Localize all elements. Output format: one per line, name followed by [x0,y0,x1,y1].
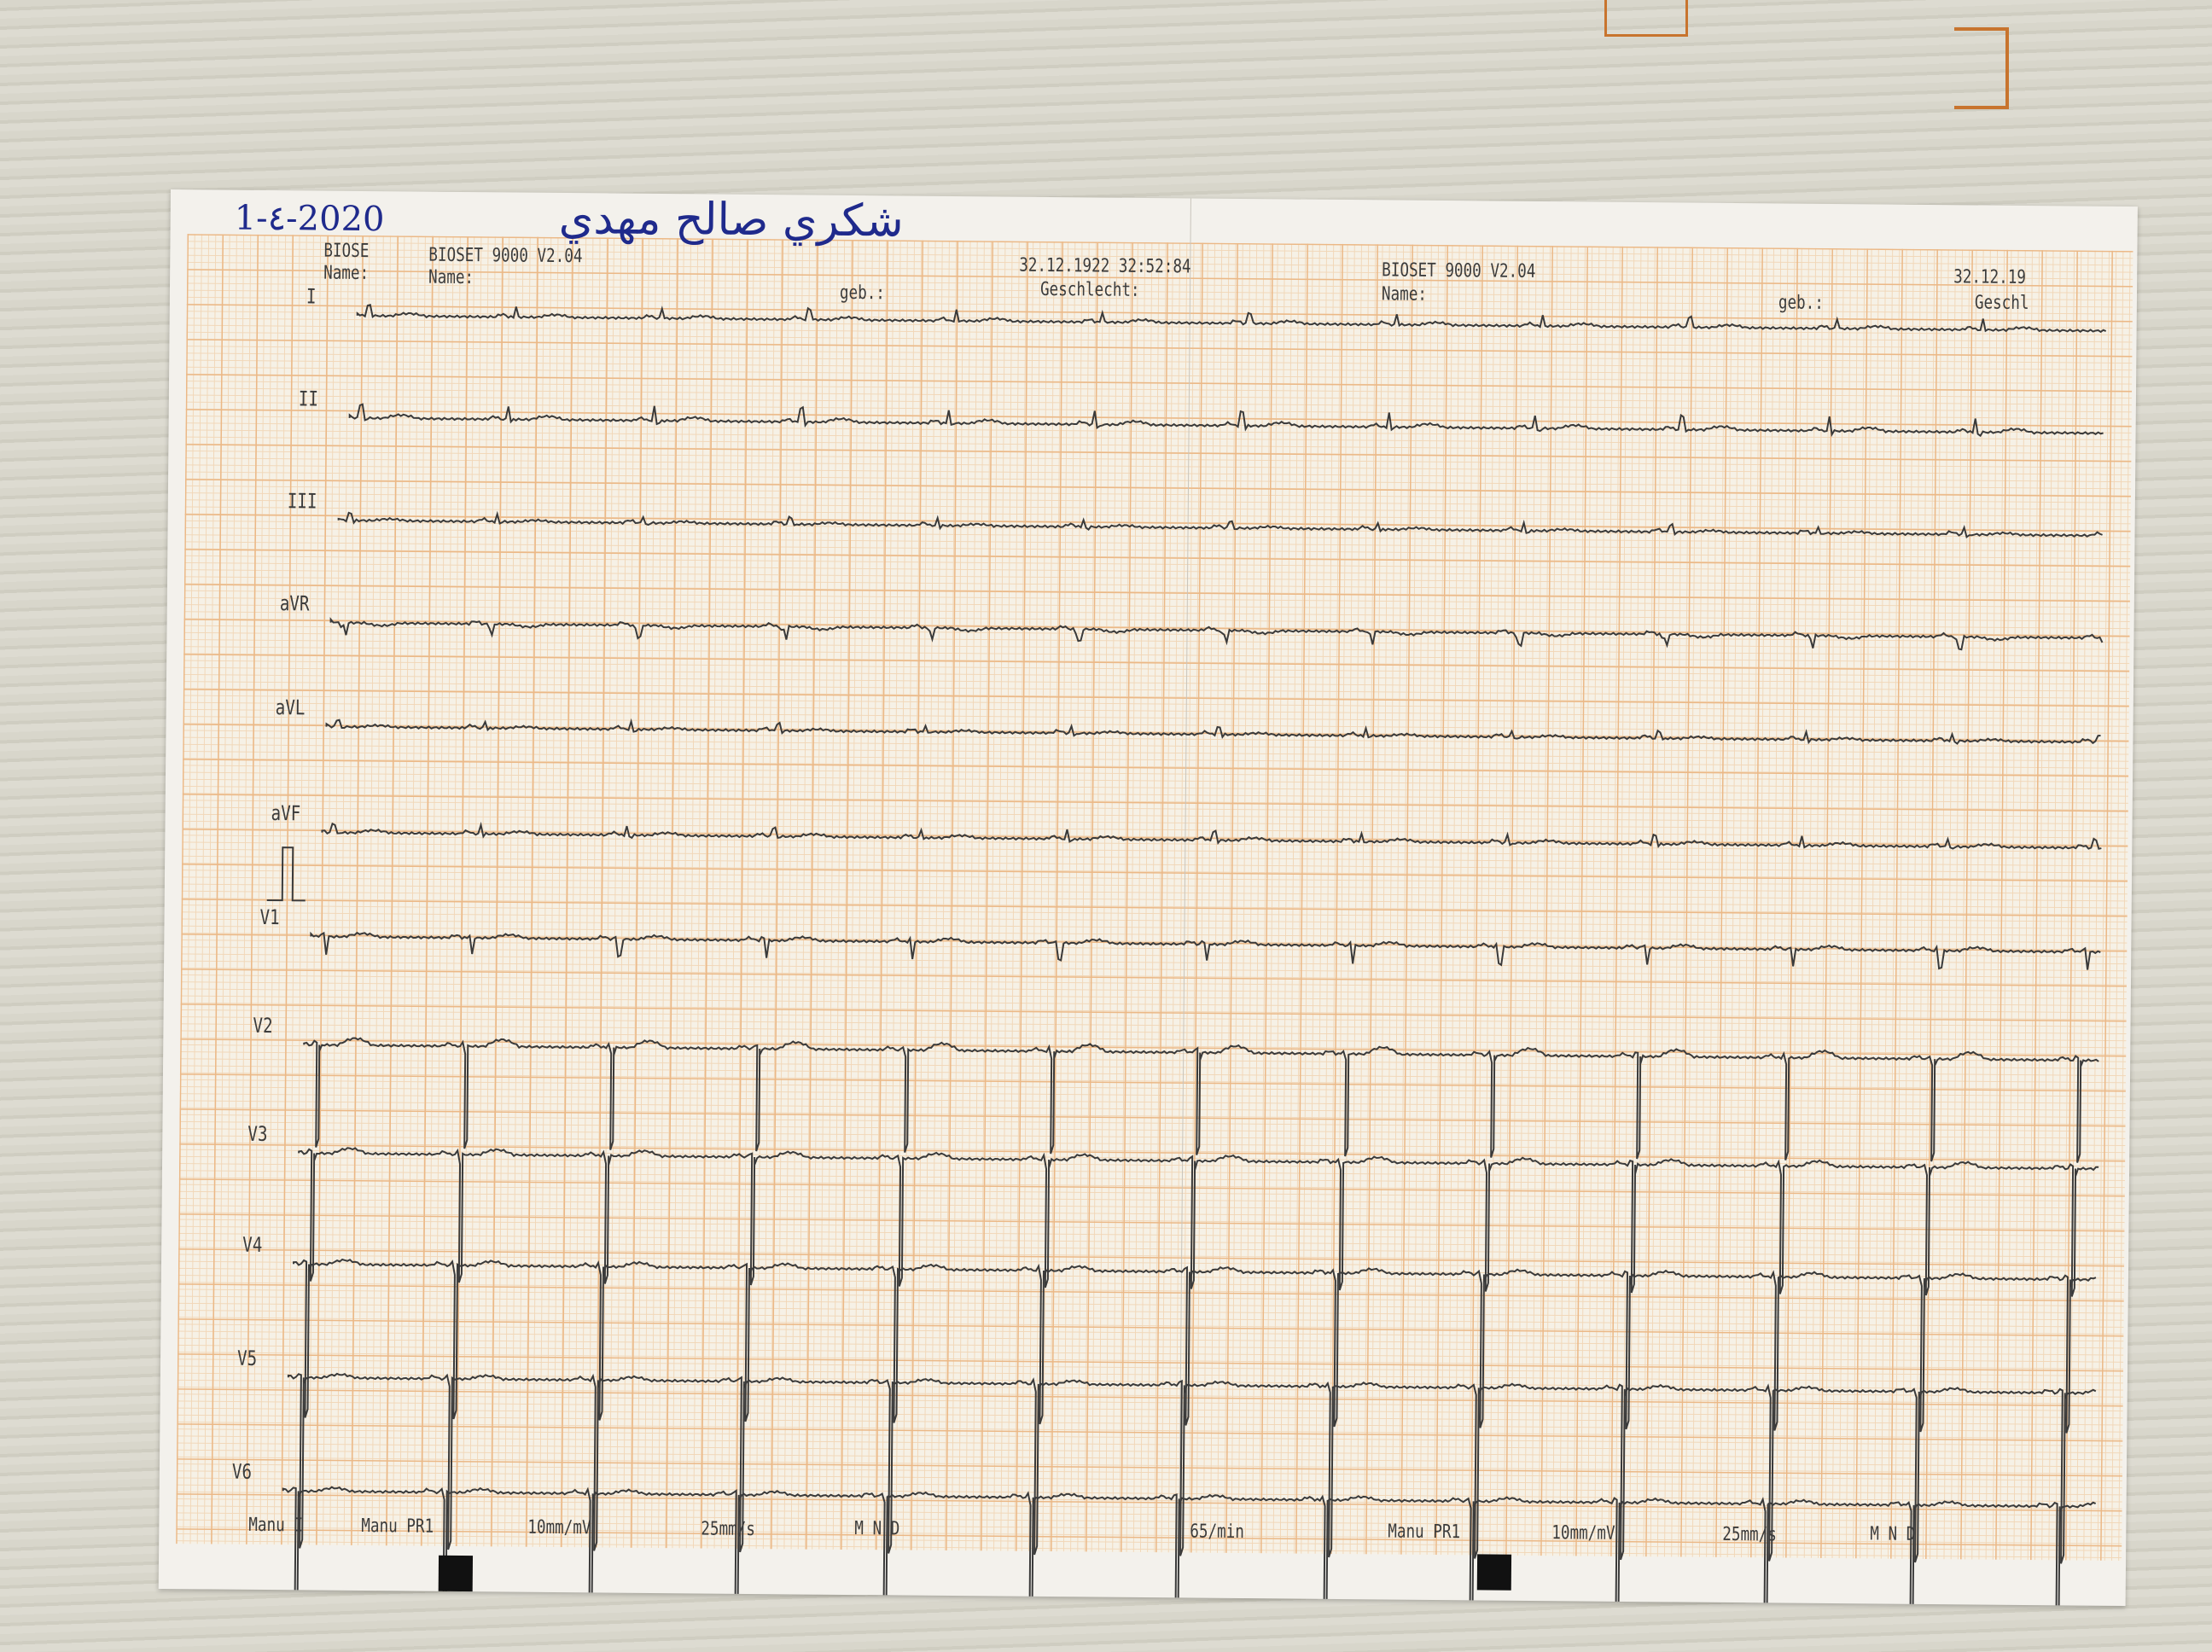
ecg-trace-v2 [303,1037,2099,1163]
sync-mark [438,1555,474,1592]
ecg-trace-v1 [310,931,2101,970]
footer-mode-pr1-right: Manu PR1 [1388,1521,1461,1544]
footer-mode-pr1: Manu PR1 [361,1515,434,1538]
footer-heart-rate: 65/min [1190,1521,1245,1544]
ecg-paper: 1-٤-2020 شكري صالح مهدي BIOSE Name: BIOS… [158,189,2138,1607]
footer-mode: Manu I [248,1514,304,1537]
footer-speed: 25mm/s [701,1518,756,1541]
ecg-trace-ii [348,403,2104,438]
footer-filters-right: M N D [1870,1523,1916,1545]
footer-filters: M N D [854,1518,900,1540]
ecg-trace-v6 [282,1486,2097,1607]
ecg-trace-iii [337,510,2103,539]
ecg-trace-v4 [293,1258,2097,1434]
tape-mark [1604,0,1688,37]
ecg-trace-i [356,304,2107,334]
tape-mark [1954,27,2009,109]
calibration-pulse [266,846,306,902]
footer-gain-right: 10mm/mV [1551,1522,1615,1544]
ecg-trace-v3 [298,1147,2099,1297]
footer-speed-right: 25mm/s [1722,1523,1778,1546]
footer-gain: 10mm/mV [527,1516,591,1539]
ecg-trace-v5 [287,1372,2097,1564]
ecg-traces [266,304,2107,1607]
sync-mark [1476,1554,1512,1591]
ecg-trace-avr [329,617,2104,651]
ecg-trace-avf [321,821,2102,850]
ecg-trace-avl [325,718,2101,745]
